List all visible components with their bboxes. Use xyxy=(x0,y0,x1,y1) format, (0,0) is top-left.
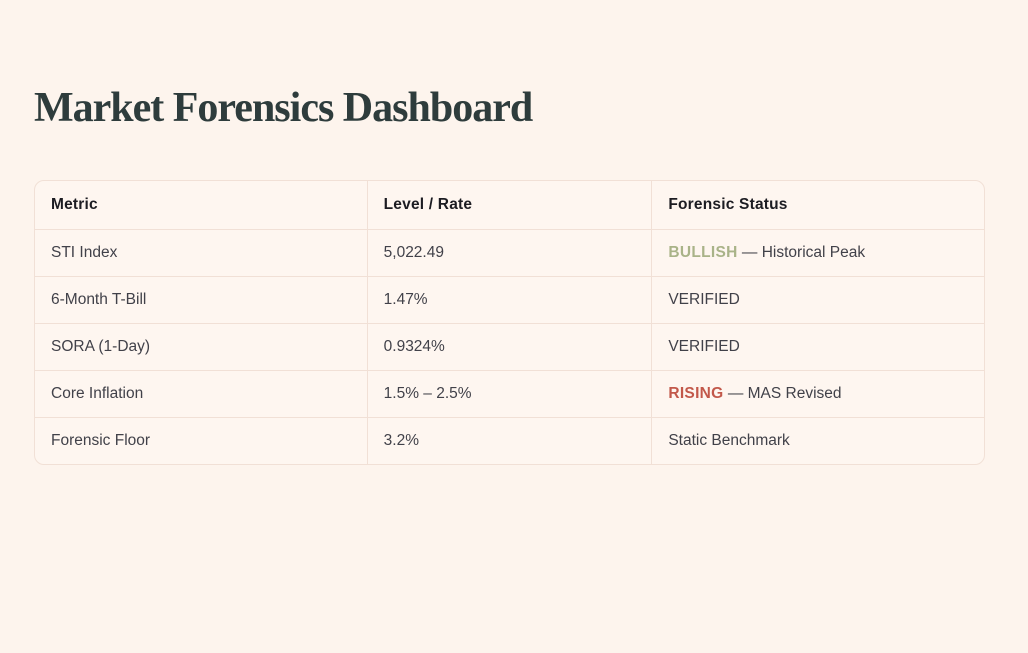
status-text: — Historical Peak xyxy=(741,243,866,261)
header-row: Metric Level / Rate Forensic Status xyxy=(35,181,984,230)
metrics-table-grid: Metric Level / Rate Forensic Status STI … xyxy=(35,181,984,465)
table-row: Forensic Floor 3.2% Static Benchmark xyxy=(35,416,984,465)
table-row: Core Inflation 1.5% – 2.5% RISING — MAS … xyxy=(35,369,984,418)
metric-cell: 6-Month T-Bill xyxy=(35,275,368,324)
level-cell: 1.47% xyxy=(366,275,653,324)
status-cell: VERIFIED xyxy=(651,322,984,371)
col-header-level-rate: Level / Rate xyxy=(366,181,653,230)
status-tag: BULLISH xyxy=(668,243,738,261)
status-cell: Static Benchmark xyxy=(651,416,984,465)
status-text: VERIFIED xyxy=(668,337,740,355)
status-cell: RISING — MAS Revised xyxy=(651,369,984,418)
col-header-forensic-status: Forensic Status xyxy=(651,181,984,230)
level-cell: 3.2% xyxy=(366,416,653,465)
metric-cell: STI Index xyxy=(35,228,368,277)
table-row: SORA (1-Day) 0.9324% VERIFIED xyxy=(35,322,984,371)
table-header: Metric Level / Rate Forensic Status xyxy=(35,181,984,230)
table-row: 6-Month T-Bill 1.47% VERIFIED xyxy=(35,275,984,324)
table-body: STI Index 5,022.49 BULLISH — Historical … xyxy=(35,228,984,465)
status-cell: VERIFIED xyxy=(651,275,984,324)
metric-cell: Core Inflation xyxy=(35,369,368,418)
level-cell: 0.9324% xyxy=(366,322,653,371)
table-row: STI Index 5,022.49 BULLISH — Historical … xyxy=(35,228,984,277)
status-text: VERIFIED xyxy=(668,290,740,308)
status-text: — MAS Revised xyxy=(727,384,842,402)
status-cell: BULLISH — Historical Peak xyxy=(651,228,984,277)
status-text: Static Benchmark xyxy=(668,432,790,450)
level-cell: 5,022.49 xyxy=(366,228,653,277)
status-tag: RISING xyxy=(668,384,724,402)
dashboard-page: Market Forensics Dashboard Metric Level … xyxy=(0,84,1028,466)
metric-cell: Forensic Floor xyxy=(35,416,368,465)
page-title: Market Forensics Dashboard xyxy=(34,85,533,131)
metric-cell: SORA (1-Day) xyxy=(35,322,368,371)
metrics-table: Metric Level / Rate Forensic Status STI … xyxy=(34,180,985,466)
level-cell: 1.5% – 2.5% xyxy=(366,369,653,418)
col-header-metric: Metric xyxy=(35,181,368,230)
